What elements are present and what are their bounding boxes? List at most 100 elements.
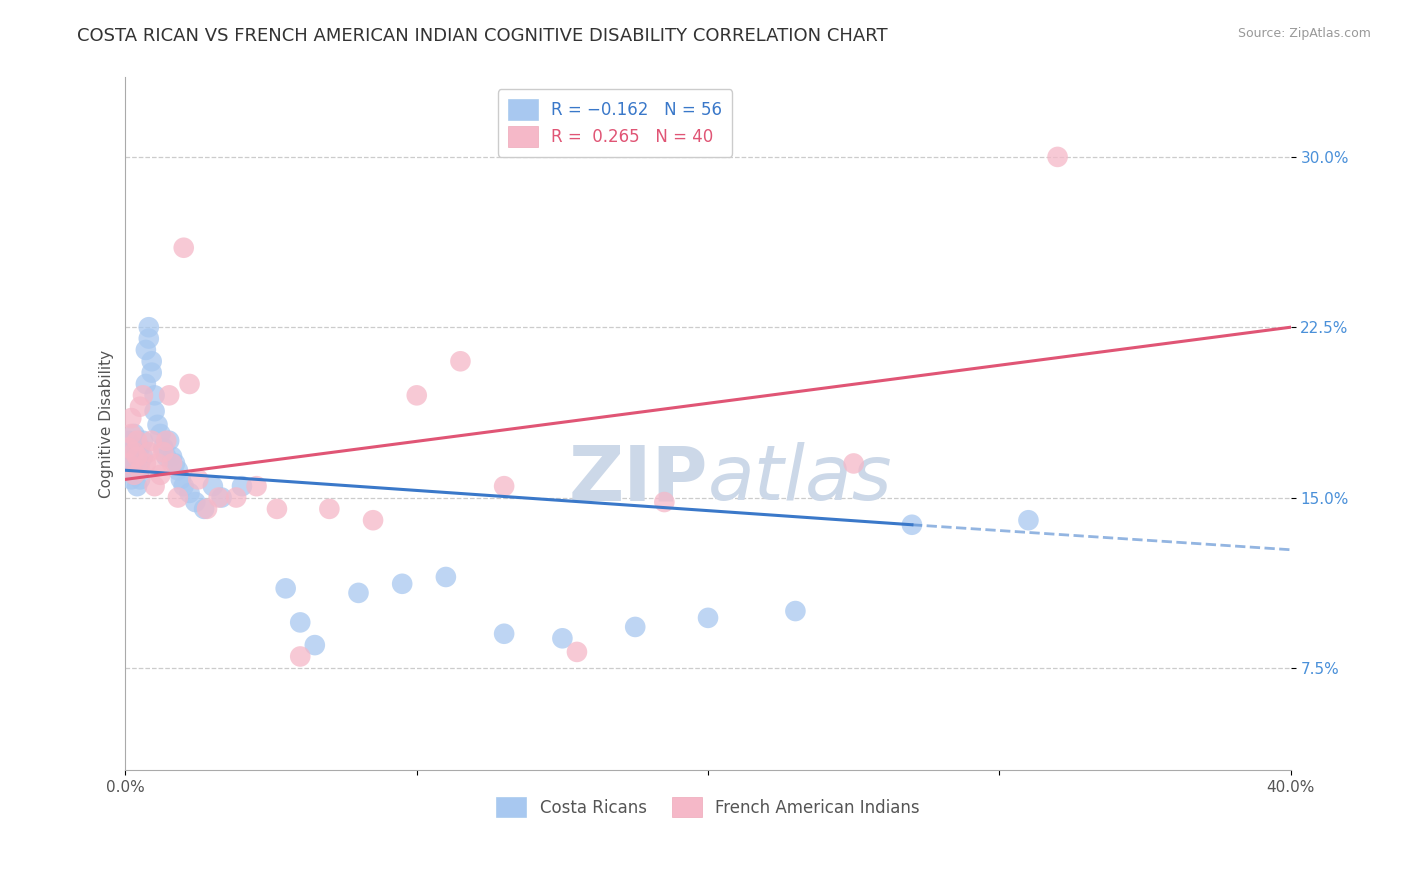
Point <box>901 517 924 532</box>
Point <box>551 632 574 646</box>
Point <box>361 513 384 527</box>
Text: ZIP: ZIP <box>568 442 709 516</box>
Point <box>494 479 516 493</box>
Point <box>193 501 215 516</box>
Point <box>163 457 186 471</box>
Point <box>290 615 312 630</box>
Point <box>624 620 647 634</box>
Point <box>129 441 152 455</box>
Point <box>167 463 190 477</box>
Point <box>138 445 160 459</box>
Point <box>434 570 457 584</box>
Point <box>565 645 588 659</box>
Point <box>146 457 169 471</box>
Point <box>160 457 183 471</box>
Point <box>117 434 139 448</box>
Point <box>129 400 152 414</box>
Point <box>127 434 149 448</box>
Point <box>135 376 157 391</box>
Point <box>290 649 312 664</box>
Point <box>1017 513 1039 527</box>
Point <box>208 491 231 505</box>
Point <box>122 457 145 471</box>
Point <box>697 611 720 625</box>
Point <box>117 441 139 455</box>
Y-axis label: Cognitive Disability: Cognitive Disability <box>100 350 114 498</box>
Point <box>195 501 218 516</box>
Point <box>127 479 149 493</box>
Text: Source: ZipAtlas.com: Source: ZipAtlas.com <box>1237 27 1371 40</box>
Point <box>225 491 247 505</box>
Point <box>149 467 172 482</box>
Point <box>167 491 190 505</box>
Point <box>122 445 145 459</box>
Point <box>160 450 183 464</box>
Point <box>132 434 155 448</box>
Point <box>785 604 807 618</box>
Point <box>173 479 195 493</box>
Point <box>146 417 169 432</box>
Point <box>304 638 326 652</box>
Point <box>127 463 149 477</box>
Point <box>405 388 427 402</box>
Point <box>122 445 145 459</box>
Point <box>120 426 142 441</box>
Point <box>143 479 166 493</box>
Point <box>120 441 142 455</box>
Point <box>117 445 139 459</box>
Point <box>129 463 152 477</box>
Point <box>494 626 516 640</box>
Point <box>449 354 471 368</box>
Point <box>117 457 139 471</box>
Point <box>135 343 157 357</box>
Point <box>141 366 163 380</box>
Point <box>155 434 177 448</box>
Point <box>132 450 155 464</box>
Point <box>170 472 193 486</box>
Point <box>120 472 142 486</box>
Point <box>245 479 267 493</box>
Point <box>179 376 201 391</box>
Point <box>391 576 413 591</box>
Point <box>138 320 160 334</box>
Point <box>231 479 253 493</box>
Point <box>152 441 174 455</box>
Point <box>138 332 160 346</box>
Point <box>211 491 233 505</box>
Point <box>347 586 370 600</box>
Point <box>318 501 340 516</box>
Point <box>266 501 288 516</box>
Point <box>129 472 152 486</box>
Point <box>155 450 177 464</box>
Point <box>122 467 145 482</box>
Text: COSTA RICAN VS FRENCH AMERICAN INDIAN COGNITIVE DISABILITY CORRELATION CHART: COSTA RICAN VS FRENCH AMERICAN INDIAN CO… <box>77 27 889 45</box>
Point <box>127 445 149 459</box>
Point <box>120 463 142 477</box>
Point <box>129 457 152 471</box>
Point <box>149 426 172 441</box>
Point <box>201 479 224 493</box>
Point <box>127 450 149 464</box>
Point <box>132 388 155 402</box>
Point <box>152 445 174 459</box>
Point <box>143 388 166 402</box>
Point <box>143 404 166 418</box>
Point <box>117 457 139 471</box>
Point <box>141 434 163 448</box>
Point <box>654 495 676 509</box>
Point <box>122 467 145 482</box>
Point <box>120 411 142 425</box>
Text: atlas: atlas <box>709 442 893 516</box>
Point <box>122 426 145 441</box>
Point <box>842 457 865 471</box>
Point <box>1046 150 1069 164</box>
Point <box>274 582 297 596</box>
Point <box>179 486 201 500</box>
Point <box>187 472 209 486</box>
Legend: Costa Ricans, French American Indians: Costa Ricans, French American Indians <box>489 790 927 824</box>
Point <box>141 354 163 368</box>
Point <box>120 450 142 464</box>
Point <box>184 495 207 509</box>
Point <box>157 434 180 448</box>
Point <box>157 388 180 402</box>
